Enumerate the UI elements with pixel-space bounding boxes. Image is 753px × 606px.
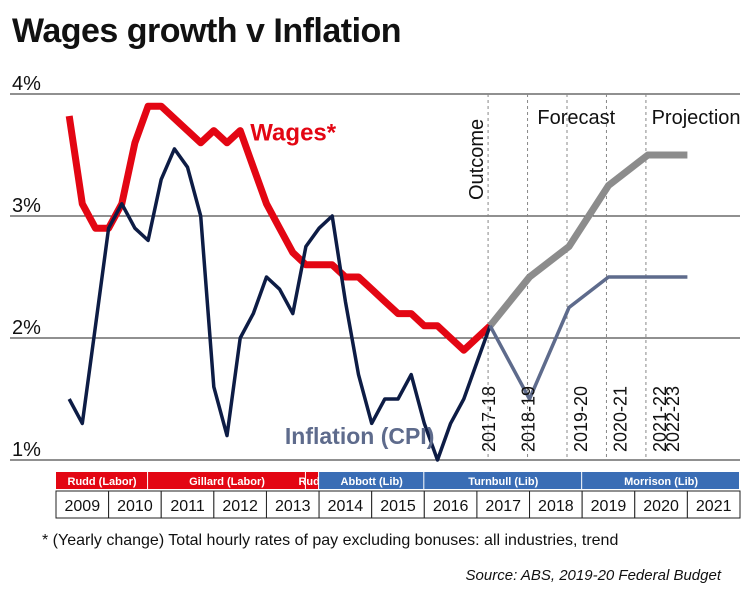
fiscal-year-label: 2021-22 bbox=[650, 386, 670, 452]
government-bar bbox=[56, 472, 148, 489]
footnote: * (Yearly change) Total hourly rates of … bbox=[42, 532, 619, 549]
government-bar bbox=[305, 472, 319, 489]
year-label: 2020 bbox=[643, 498, 679, 515]
region-label-projection: Projection bbox=[652, 107, 741, 129]
government-bar bbox=[582, 472, 739, 489]
year-label: 2014 bbox=[328, 498, 364, 515]
chart: 4% 3% 2% 1% Wages* Inflation (CPI) Outcome For… bbox=[10, 73, 741, 519]
y-tick-label: 3% bbox=[12, 195, 41, 217]
year-cell bbox=[371, 490, 425, 519]
government-bar bbox=[319, 472, 424, 489]
government-bar bbox=[148, 472, 305, 489]
source-note: Source: ABS, 2019-20 Federal Budget bbox=[465, 567, 721, 584]
year-cell bbox=[265, 490, 320, 519]
year-cell bbox=[423, 490, 478, 519]
fiscal-year-label: 2022-23 bbox=[663, 386, 683, 452]
fiscal-year-label: 2020-21 bbox=[611, 386, 631, 452]
government-label: Turnbull (Lib) bbox=[468, 476, 538, 488]
fiscal-year-label: 2017-18 bbox=[479, 386, 499, 452]
government-bar bbox=[424, 472, 582, 489]
year-cell bbox=[55, 490, 110, 519]
annotations: Wages* Inflation (CPI) Outcome Forecast Proj… bbox=[250, 107, 740, 452]
year-label: 2021 bbox=[696, 498, 732, 515]
year-cell bbox=[476, 490, 531, 519]
government-timeline: Rudd (Labor) Gillard (Labor) Rudd Abbott (L… bbox=[55, 472, 741, 519]
inflation-forecast-line bbox=[488, 275, 688, 401]
year-label: 2018 bbox=[538, 498, 574, 515]
wages-forecast-line bbox=[487, 151, 688, 328]
year-cell bbox=[318, 490, 373, 519]
inflation-cpi-line bbox=[67, 147, 492, 462]
series-lines bbox=[65, 102, 688, 462]
wages-line bbox=[65, 102, 493, 354]
region-label-forecast: Forecast bbox=[537, 107, 615, 129]
government-label: Abbott (Lib) bbox=[341, 476, 404, 488]
region-label-outcome: Outcome bbox=[466, 119, 488, 200]
fiscal-year-label: 2018-19 bbox=[518, 386, 538, 452]
year-label: 2015 bbox=[380, 498, 416, 515]
government-label: Morrison (Lib) bbox=[624, 476, 698, 488]
y-tick-label: 1% bbox=[12, 439, 41, 461]
year-label: 2012 bbox=[222, 498, 258, 515]
y-tick-label: 2% bbox=[12, 317, 41, 339]
government-label: Rudd (Labor) bbox=[68, 476, 137, 488]
fiscal-year-label: 2019-20 bbox=[571, 386, 591, 452]
y-tick-label: 4% bbox=[12, 73, 41, 95]
year-label: 2009 bbox=[65, 498, 101, 515]
chart-title: Wages growth v Inflation bbox=[12, 12, 402, 50]
series-label-wages: Wages* bbox=[250, 119, 336, 146]
year-label: 2010 bbox=[117, 498, 153, 515]
grid: 4% 3% 2% 1% bbox=[10, 73, 740, 461]
year-cell bbox=[686, 490, 741, 519]
government-label: Gillard (Labor) bbox=[189, 476, 265, 488]
year-label: 2019 bbox=[591, 498, 627, 515]
series-label-inflation: Inflation (CPI) bbox=[285, 423, 434, 449]
year-label: 2016 bbox=[433, 498, 469, 515]
year-label: 2017 bbox=[485, 498, 521, 515]
year-label: 2011 bbox=[170, 498, 205, 515]
year-label: 2013 bbox=[275, 498, 311, 515]
